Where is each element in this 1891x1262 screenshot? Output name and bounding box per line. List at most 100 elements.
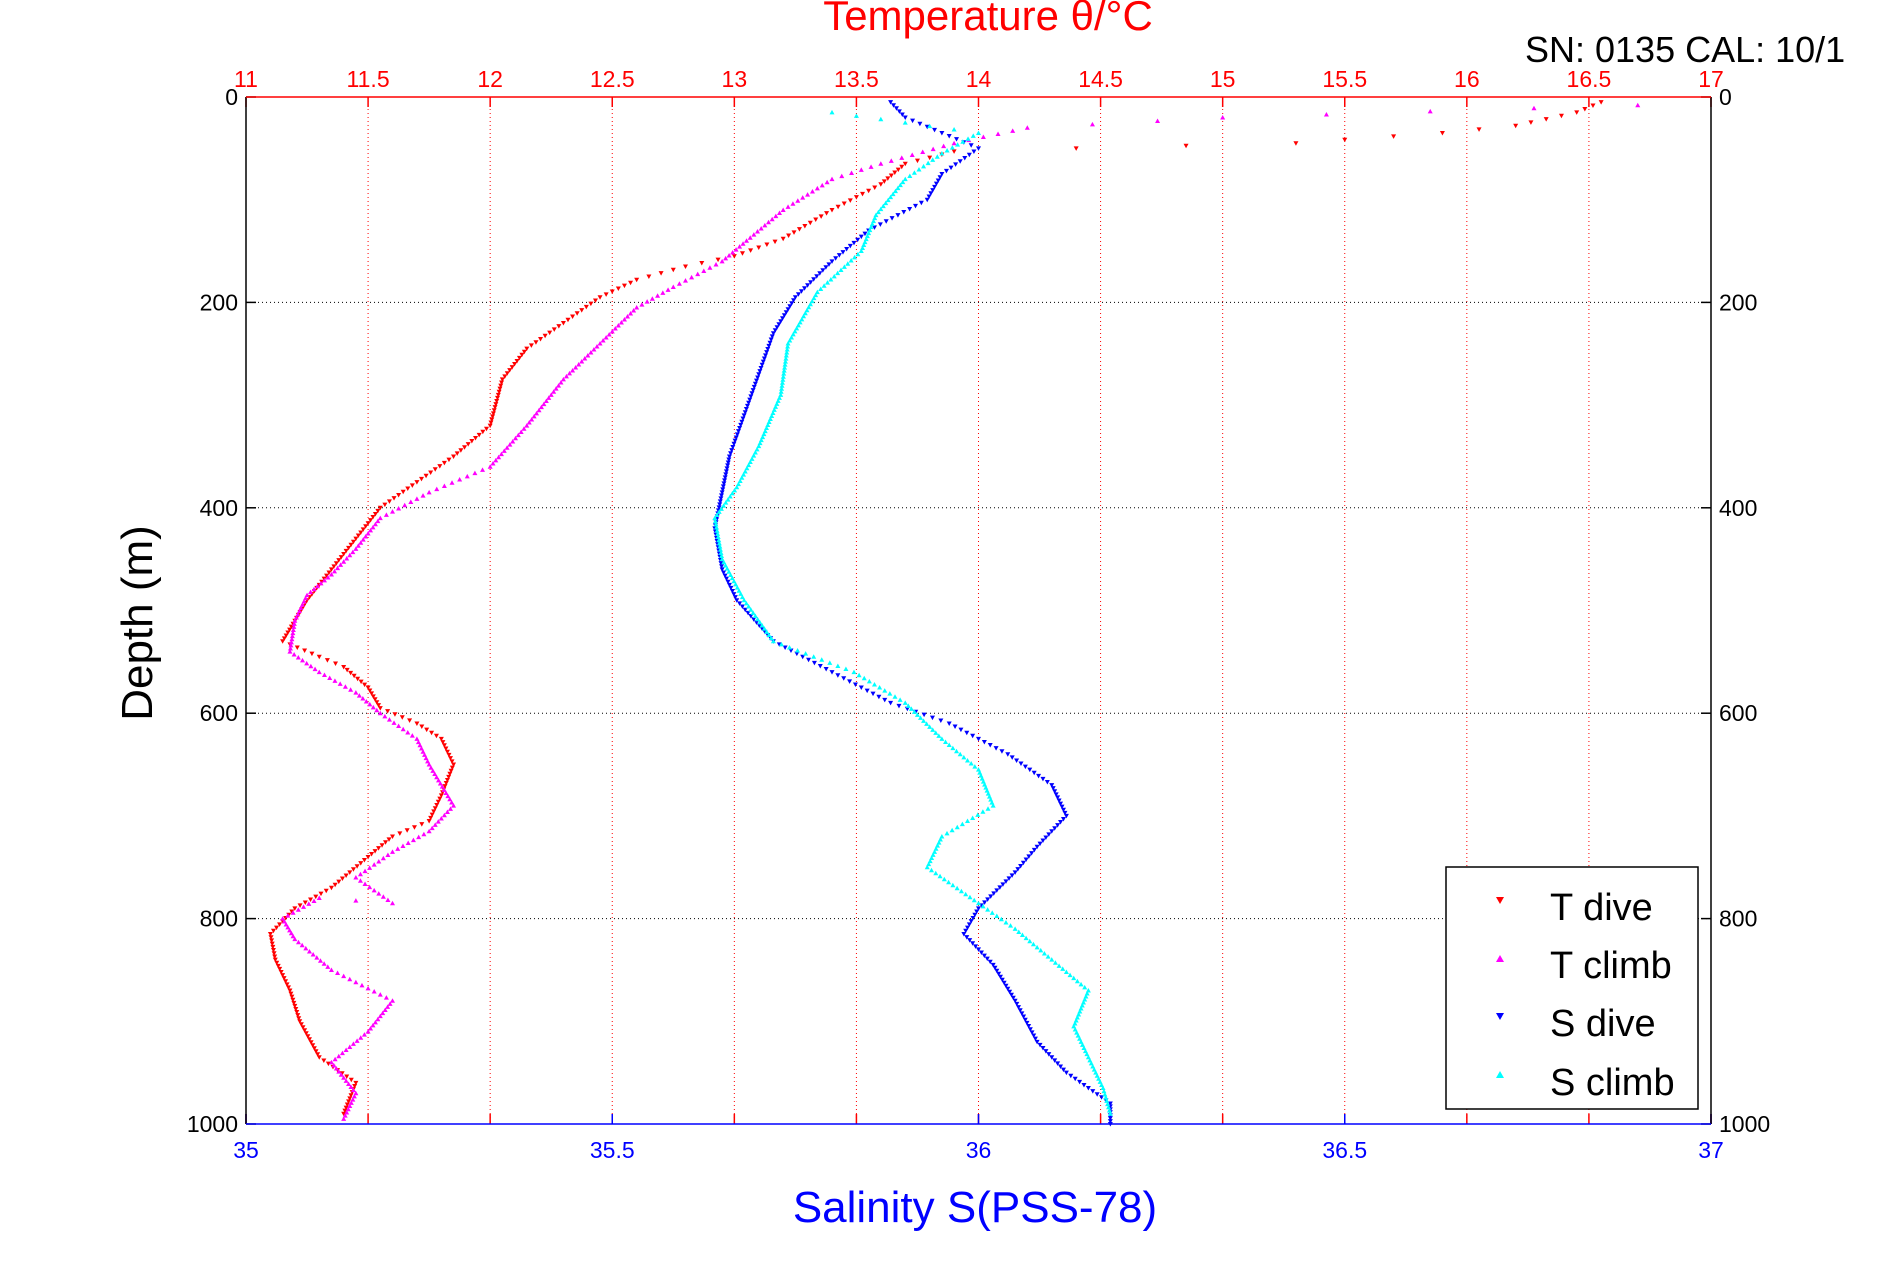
point-s-climb bbox=[737, 478, 743, 483]
point-t-climb bbox=[615, 323, 621, 328]
point-t-climb bbox=[814, 185, 820, 191]
point-s-dive bbox=[938, 718, 944, 724]
legend: T dive T climb S dive S climb bbox=[1445, 866, 1699, 1110]
point-t-climb bbox=[809, 188, 815, 194]
point-t-dive bbox=[433, 733, 439, 739]
point-s-climb bbox=[756, 443, 762, 449]
point-t-dive bbox=[570, 314, 576, 320]
point-s-climb bbox=[782, 365, 788, 370]
point-t-dive bbox=[847, 198, 853, 203]
point-s-climb bbox=[930, 727, 936, 732]
point-s-dive bbox=[780, 316, 786, 321]
point-s-dive bbox=[795, 292, 801, 297]
point-t-climb bbox=[289, 636, 295, 642]
point-t-dive bbox=[1528, 120, 1534, 125]
point-s-dive bbox=[1031, 1033, 1037, 1039]
temperature-tick-label: 16 bbox=[1454, 66, 1480, 92]
point-s-dive bbox=[1058, 1064, 1064, 1069]
point-t-dive bbox=[418, 476, 424, 482]
point-t-dive bbox=[369, 852, 375, 857]
point-t-climb bbox=[301, 599, 307, 604]
point-s-climb bbox=[719, 556, 725, 562]
point-t-dive bbox=[458, 448, 464, 453]
point-s-climb bbox=[980, 903, 986, 909]
point-t-dive bbox=[1558, 113, 1564, 119]
point-t-dive bbox=[324, 658, 330, 663]
depth-tick-label-left: 200 bbox=[200, 289, 238, 315]
point-t-climb bbox=[374, 707, 380, 713]
point-t-dive bbox=[363, 524, 369, 529]
point-s-dive bbox=[858, 685, 864, 691]
point-t-climb bbox=[560, 376, 566, 382]
point-t-climb bbox=[343, 1047, 349, 1053]
point-s-dive bbox=[806, 657, 812, 663]
point-t-climb bbox=[377, 710, 383, 716]
legend-label-s-dive: S dive bbox=[1550, 1003, 1656, 1045]
point-t-climb bbox=[457, 477, 463, 482]
point-t-dive bbox=[426, 819, 432, 824]
point-s-climb bbox=[803, 651, 809, 656]
point-s-climb bbox=[718, 506, 724, 511]
point-s-climb bbox=[937, 873, 943, 879]
point-t-dive bbox=[807, 220, 813, 226]
point-t-dive bbox=[310, 1043, 316, 1048]
point-t-climb bbox=[347, 1044, 353, 1049]
point-t-dive bbox=[298, 1022, 304, 1027]
point-t-dive bbox=[281, 976, 287, 981]
point-s-dive bbox=[1023, 857, 1029, 863]
point-s-dive bbox=[1016, 1005, 1022, 1010]
point-t-climb bbox=[420, 493, 426, 498]
point-s-dive bbox=[883, 219, 889, 224]
point-s-climb bbox=[713, 521, 719, 527]
point-s-dive bbox=[1024, 1020, 1030, 1026]
point-t-dive bbox=[332, 882, 338, 888]
point-s-climb bbox=[1019, 932, 1025, 938]
point-t-dive bbox=[524, 346, 530, 352]
point-t-dive bbox=[348, 670, 354, 676]
point-t-climb bbox=[367, 701, 373, 707]
point-s-climb bbox=[781, 368, 787, 373]
point-t-climb bbox=[280, 916, 286, 921]
point-t-climb bbox=[639, 302, 645, 307]
point-s-dive bbox=[719, 567, 725, 572]
point-t-climb bbox=[416, 834, 422, 840]
point-s-climb bbox=[861, 675, 867, 681]
point-s-climb bbox=[714, 512, 720, 517]
point-t-climb bbox=[402, 502, 408, 508]
point-s-dive bbox=[785, 307, 791, 312]
point-s-climb bbox=[954, 748, 960, 754]
point-t-climb bbox=[751, 232, 757, 237]
point-s-climb bbox=[715, 534, 721, 540]
point-t-climb bbox=[301, 904, 307, 909]
point-s-dive bbox=[817, 271, 823, 276]
point-s-climb bbox=[779, 386, 785, 391]
point-t-climb bbox=[287, 927, 293, 933]
point-t-climb bbox=[683, 278, 688, 283]
point-t-climb bbox=[295, 611, 301, 617]
point-t-climb bbox=[556, 383, 562, 388]
point-t-climb bbox=[363, 698, 369, 704]
point-s-climb bbox=[785, 340, 791, 346]
point-t-climb bbox=[332, 678, 338, 683]
point-s-dive bbox=[1003, 983, 1009, 989]
point-s-climb bbox=[957, 751, 963, 757]
point-s-climb bbox=[784, 347, 790, 352]
point-s-climb bbox=[878, 116, 884, 122]
point-t-dive bbox=[583, 304, 589, 310]
point-t-climb bbox=[341, 559, 347, 564]
point-t-climb bbox=[291, 652, 297, 657]
temperature-tick-label: 11 bbox=[234, 66, 258, 92]
point-s-climb bbox=[1072, 1027, 1078, 1032]
point-t-climb bbox=[1155, 118, 1161, 123]
point-t-climb bbox=[316, 669, 322, 675]
point-t-dive bbox=[274, 925, 280, 931]
point-s-dive bbox=[726, 457, 732, 462]
point-t-climb bbox=[371, 887, 377, 893]
point-s-dive bbox=[1052, 789, 1058, 794]
point-s-dive bbox=[864, 688, 870, 694]
point-s-climb bbox=[1099, 1082, 1105, 1087]
point-s-dive bbox=[717, 502, 723, 507]
temperature-tick-label: 14 bbox=[966, 66, 992, 92]
point-t-climb bbox=[353, 546, 359, 551]
point-t-dive bbox=[449, 759, 455, 764]
